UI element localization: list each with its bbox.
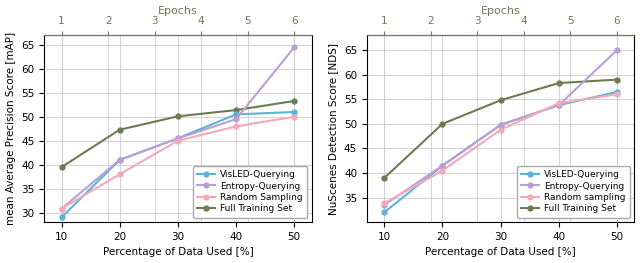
Entropy-Querying — [174, 137, 182, 140]
Random sampling — [438, 169, 446, 172]
Full Training Set — [232, 109, 240, 112]
Random Sampling — [116, 173, 124, 176]
Random sampling — [613, 93, 621, 96]
Entropy-Querying — [380, 203, 388, 206]
VisLED-Querying — [497, 123, 504, 127]
Line: Random Sampling: Random Sampling — [59, 114, 297, 211]
Entropy-Querying — [291, 46, 298, 49]
Line: Entropy-Querying: Entropy-Querying — [59, 45, 297, 211]
Random Sampling — [174, 139, 182, 142]
Random sampling — [380, 202, 388, 205]
Entropy-Querying — [58, 207, 65, 210]
VisLED-Querying — [555, 104, 563, 107]
Full Training Set — [58, 165, 65, 169]
Entropy-Querying — [497, 123, 504, 127]
VisLED-Querying — [613, 90, 621, 93]
Random sampling — [497, 128, 504, 131]
X-axis label: Percentage of Data Used [%]: Percentage of Data Used [%] — [425, 247, 576, 257]
Line: Full Training Set: Full Training Set — [59, 99, 297, 170]
VisLED-Querying — [291, 110, 298, 114]
Entropy-Querying — [116, 158, 124, 161]
Random sampling — [555, 102, 563, 105]
Full Training Set — [291, 99, 298, 103]
Full Training Set — [438, 122, 446, 125]
Full Training Set — [555, 82, 563, 85]
Full Training Set — [497, 99, 504, 102]
Entropy-Querying — [438, 164, 446, 167]
Entropy-Querying — [232, 118, 240, 121]
VisLED-Querying — [380, 211, 388, 214]
Legend: VisLED-Querying, Entropy-Querying, Random Sampling, Full Training Set: VisLED-Querying, Entropy-Querying, Rando… — [193, 166, 307, 218]
Line: Full Training Set: Full Training Set — [382, 77, 620, 180]
X-axis label: Percentage of Data Used [%]: Percentage of Data Used [%] — [102, 247, 253, 257]
Line: VisLED-Querying: VisLED-Querying — [59, 110, 297, 220]
Y-axis label: mean Average Precision Score [mAP]: mean Average Precision Score [mAP] — [6, 32, 15, 225]
Entropy-Querying — [613, 49, 621, 52]
Random Sampling — [58, 207, 65, 210]
Full Training Set — [613, 78, 621, 81]
VisLED-Querying — [232, 113, 240, 116]
Line: Random sampling: Random sampling — [382, 92, 620, 206]
Random Sampling — [291, 115, 298, 118]
Full Training Set — [380, 176, 388, 180]
X-axis label: Epochs: Epochs — [481, 6, 520, 16]
Y-axis label: NuScenes Detection Score [NDS]: NuScenes Detection Score [NDS] — [328, 43, 339, 215]
Full Training Set — [116, 128, 124, 131]
VisLED-Querying — [116, 158, 124, 161]
VisLED-Querying — [58, 216, 65, 219]
VisLED-Querying — [174, 137, 182, 140]
Random Sampling — [232, 125, 240, 128]
Line: VisLED-Querying: VisLED-Querying — [382, 89, 620, 215]
Full Training Set — [174, 115, 182, 118]
Line: Entropy-Querying: Entropy-Querying — [382, 48, 620, 208]
Entropy-Querying — [555, 104, 563, 107]
VisLED-Querying — [438, 164, 446, 167]
Legend: VisLED-Querying, Entropy-Querying, Random sampling, Full Training Set: VisLED-Querying, Entropy-Querying, Rando… — [517, 166, 630, 218]
X-axis label: Epochs: Epochs — [158, 6, 198, 16]
